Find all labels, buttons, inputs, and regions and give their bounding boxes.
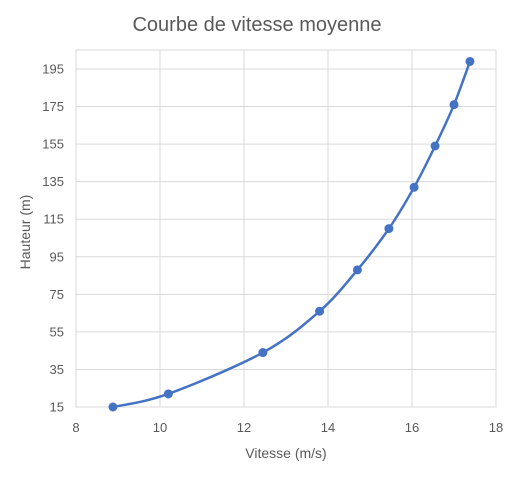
y-tick-label: 155	[42, 137, 64, 152]
y-tick-label: 95	[50, 249, 64, 264]
data-point	[409, 182, 419, 192]
x-tick-label: 14	[321, 420, 335, 435]
x-tick-label: 8	[72, 420, 79, 435]
data-point	[315, 306, 325, 316]
plot-area	[108, 56, 475, 412]
series-line	[111, 60, 472, 409]
data-point	[384, 224, 394, 234]
x-tick-label: 16	[405, 420, 419, 435]
y-tick-label: 15	[50, 400, 64, 415]
data-point	[449, 100, 459, 110]
data-point	[108, 402, 118, 412]
y-tick-label: 35	[50, 362, 64, 377]
gridlines	[75, 49, 497, 408]
y-tick-label: 115	[43, 212, 64, 227]
y-tick-label: 175	[42, 99, 64, 114]
data-point	[430, 141, 440, 151]
x-tick-label: 10	[153, 420, 167, 435]
y-axis-ticks: 15 35 55 75 95 115 135 155 175 195	[42, 62, 64, 415]
x-axis-title: Vitesse (m/s)	[245, 445, 326, 461]
y-tick-label: 55	[50, 324, 64, 339]
y-tick-label: 75	[50, 287, 64, 302]
chart-title: Courbe de vitesse moyenne	[132, 14, 381, 36]
x-tick-label: 12	[237, 420, 251, 435]
data-point	[465, 56, 475, 66]
plot-border	[75, 49, 497, 408]
y-tick-label: 135	[42, 174, 64, 189]
data-point	[352, 265, 362, 275]
y-axis-title: Hauteur (m)	[17, 195, 33, 270]
y-tick-label: 195	[42, 62, 64, 77]
data-point	[163, 389, 173, 399]
x-tick-label: 18	[489, 420, 503, 435]
data-point	[258, 348, 268, 358]
x-axis-ticks: 8 10 12 14 16 18	[72, 420, 503, 435]
